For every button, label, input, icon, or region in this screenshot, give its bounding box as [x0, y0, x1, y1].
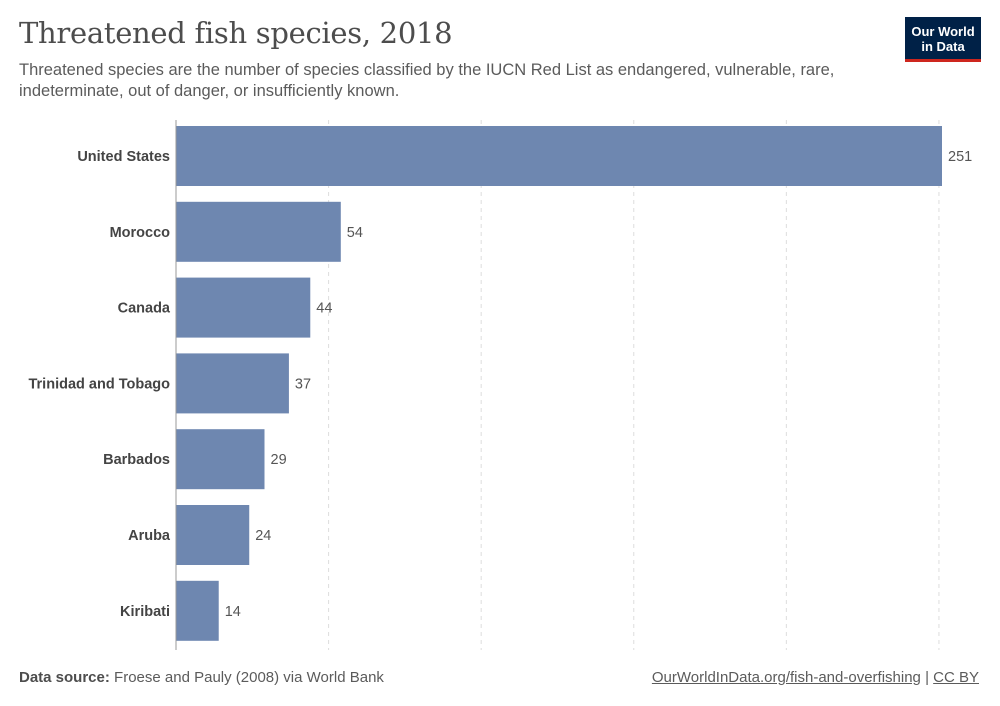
logo-line-2: in Data — [921, 39, 965, 54]
bar — [176, 277, 311, 338]
value-label: 29 — [271, 452, 287, 468]
bar — [176, 505, 250, 565]
bar — [176, 429, 265, 490]
chart-subtitle: Threatened species are the number of spe… — [19, 61, 835, 100]
bar — [176, 353, 289, 414]
data-source: Data source: Froese and Pauly (2008) via… — [19, 669, 384, 686]
logo-line-1: Our World — [911, 24, 975, 39]
value-label: 37 — [295, 376, 311, 392]
bar — [176, 580, 219, 641]
value-label: 44 — [316, 301, 332, 317]
category-label: Aruba — [128, 528, 171, 544]
bar — [176, 126, 942, 186]
category-label: Canada — [118, 301, 171, 317]
category-label: Barbados — [103, 452, 170, 468]
source-link[interactable]: OurWorldInData.org/fish-and-overfishing — [651, 669, 921, 686]
data-source-text: Froese and Pauly (2008) via World Bank — [114, 669, 384, 686]
logo-accent-bar — [905, 59, 981, 62]
value-label: 54 — [347, 225, 363, 241]
category-label: United States — [77, 149, 170, 165]
bar — [176, 201, 341, 262]
license-link[interactable]: CC BY — [933, 669, 979, 686]
value-label: 14 — [225, 604, 241, 620]
category-label: Trinidad and Tobago — [28, 376, 170, 392]
data-source-label: Data source: — [19, 669, 110, 686]
category-label: Kiribati — [120, 604, 170, 620]
chart-title: Threatened fish species, 2018 — [19, 16, 453, 50]
owid-logo[interactable]: Our World in Data — [905, 17, 981, 62]
value-label: 24 — [255, 528, 271, 544]
footer-links: OurWorldInData.org/fish-and-overfishing … — [652, 669, 979, 686]
category-label: Morocco — [110, 225, 171, 241]
footer-separator: | — [925, 669, 929, 686]
value-label: 251 — [948, 149, 972, 165]
